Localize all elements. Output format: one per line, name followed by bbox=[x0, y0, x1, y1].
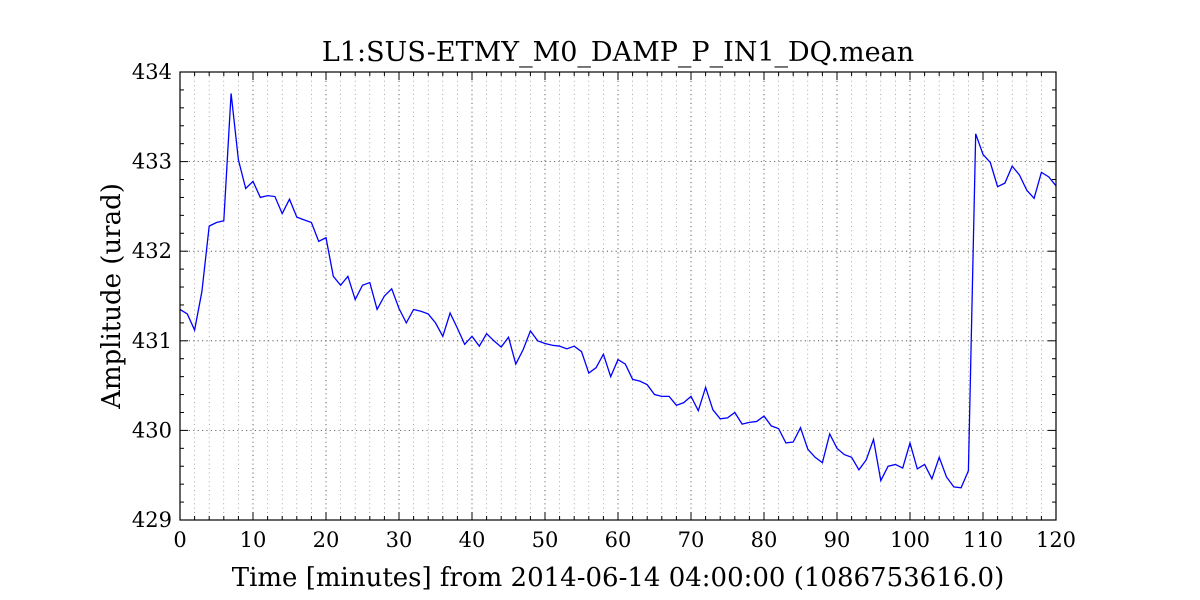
x-tick-label: 120 bbox=[1036, 528, 1076, 552]
y-axis-label: Amplitude (urad) bbox=[97, 183, 127, 410]
x-tick-label: 0 bbox=[173, 528, 186, 552]
y-tick-label: 430 bbox=[132, 418, 172, 442]
x-tick-label: 70 bbox=[678, 528, 705, 552]
x-tick-label: 90 bbox=[824, 528, 851, 552]
y-tick-label: 433 bbox=[132, 150, 172, 174]
series-line bbox=[179, 93, 1057, 489]
chart-title: L1:SUS-ETMY_M0_DAMP_P_IN1_DQ.mean bbox=[322, 37, 914, 68]
y-tick-labels: 429 430 431 432 433 434 bbox=[132, 60, 172, 532]
x-tick-label: 40 bbox=[459, 528, 486, 552]
x-tick-label: 80 bbox=[751, 528, 778, 552]
series-layer bbox=[179, 93, 1057, 489]
x-tick-label: 20 bbox=[313, 528, 340, 552]
x-tick-label: 60 bbox=[605, 528, 632, 552]
grid bbox=[180, 72, 1056, 520]
x-tick-labels: 0 10 20 30 40 50 60 70 80 90 100 110 120 bbox=[173, 528, 1076, 552]
x-tick-label: 10 bbox=[240, 528, 267, 552]
x-axis-label: Time [minutes] from 2014-06-14 04:00:00 … bbox=[232, 563, 1005, 593]
y-tick-label: 431 bbox=[132, 329, 172, 353]
ticks bbox=[179, 71, 1057, 521]
x-tick-label: 110 bbox=[963, 528, 1003, 552]
y-tick-label: 434 bbox=[132, 60, 172, 84]
x-tick-label: 100 bbox=[890, 528, 930, 552]
y-tick-label: 429 bbox=[132, 508, 172, 532]
x-tick-label: 30 bbox=[386, 528, 413, 552]
y-tick-label: 432 bbox=[132, 239, 172, 263]
x-tick-label: 50 bbox=[532, 528, 559, 552]
